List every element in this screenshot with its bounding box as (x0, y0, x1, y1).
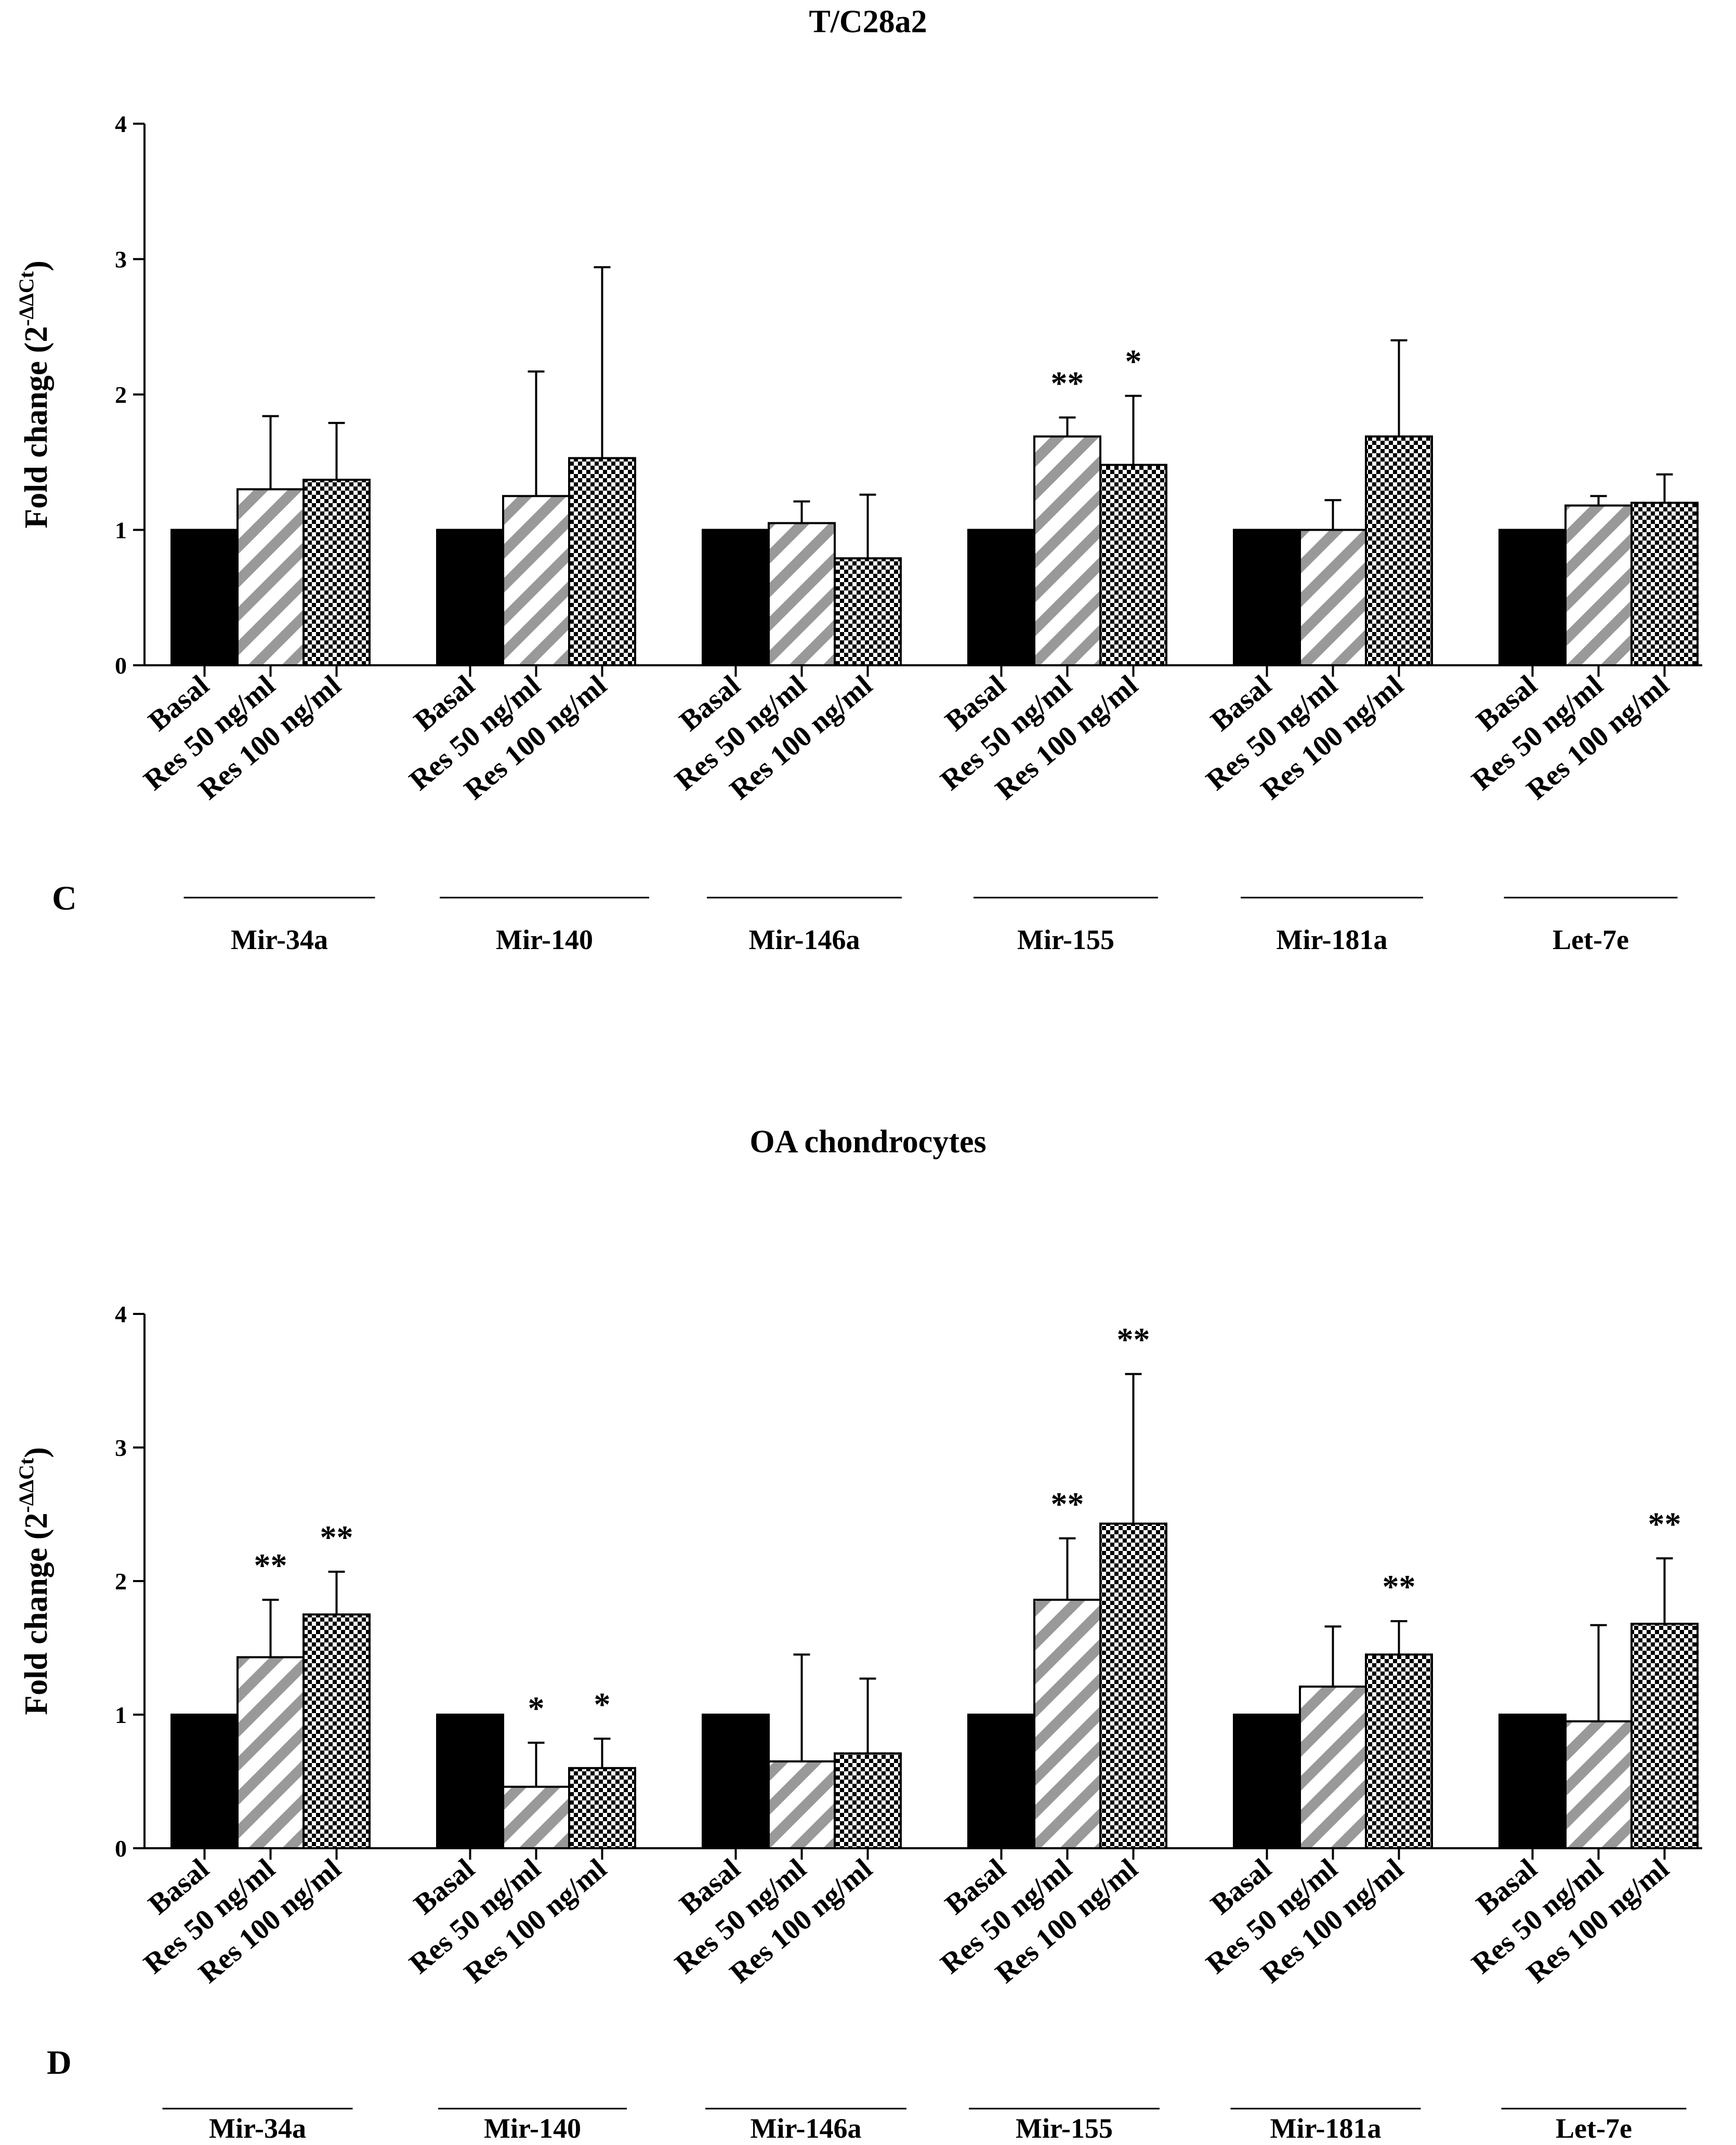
bar-res-50 (1033, 435, 1101, 666)
significance-marker: ** (1051, 1485, 1084, 1522)
bar-res-100 (1099, 1522, 1167, 1849)
bar-res-100 (303, 479, 371, 666)
group-label: Mir-140 (496, 924, 593, 955)
bar-basal (702, 1714, 770, 1849)
y-axis-label-superscript: -ΔΔCt (15, 1457, 38, 1512)
bar-res-100 (568, 1767, 636, 1850)
bar-res-50 (1564, 504, 1633, 666)
significance-marker: ** (1117, 1321, 1150, 1358)
group-label: Let-7e (1556, 2113, 1632, 2144)
bar-group-mir-34a: Basal**Res 50 ng/ml**Res 100 ng/mlMir-34… (138, 1519, 371, 2144)
y-tick-label: 4 (115, 1301, 127, 1327)
y-axis-label-main: Fold change (2 (19, 1513, 54, 1715)
bar-basal (170, 529, 239, 666)
chart-panel-C: T/C28a2 0 1 2 3 4 Fold change (2-ΔΔCt) BasalRes… (15, 4, 1702, 955)
group-label: Let-7e (1553, 924, 1629, 955)
y-axis-label-close: ) (19, 1447, 54, 1458)
significance-marker: ** (1051, 364, 1084, 401)
bar-res-50 (1033, 1598, 1101, 1849)
significance-marker: ** (1648, 1505, 1681, 1542)
bar-group-mir-155: Basal**Res 50 ng/ml**Res 100 ng/mlMir-15… (935, 1321, 1167, 2144)
bar-res-100 (1365, 435, 1433, 666)
y-tick-label: 0 (115, 1835, 127, 1862)
y-axis-label-superscript: -ΔΔCt (15, 271, 38, 326)
bar-res-100 (1630, 1623, 1699, 1849)
significance-marker: ** (254, 1547, 287, 1584)
significance-marker: * (1125, 343, 1142, 380)
bar-basal (436, 1714, 504, 1849)
bar-res-50 (1564, 1720, 1633, 1850)
y-axis-label-close: ) (19, 260, 54, 271)
bar-res-50 (768, 522, 836, 666)
bar-res-100 (303, 1613, 371, 1849)
bar-basal (967, 529, 1035, 666)
bar-res-100 (834, 557, 902, 666)
y-tick-label: 2 (115, 1568, 127, 1595)
bar-basal (170, 1714, 239, 1849)
bar-basal (1233, 1714, 1301, 1849)
group-label: Mir-140 (484, 2113, 581, 2144)
bar-basal (1498, 1714, 1567, 1849)
panel-label: C (52, 879, 77, 917)
y-tick-label: 3 (115, 1435, 127, 1461)
significance-marker: * (528, 1690, 545, 1727)
bar-basal (1233, 529, 1301, 666)
group-label: Mir-181a (1277, 924, 1388, 955)
y-axis-label-main: Fold change (2 (19, 326, 54, 529)
bar-res-50 (236, 1656, 305, 1849)
group-label: Mir-146a (749, 924, 860, 955)
bar-basal (967, 1714, 1035, 1849)
bar-basal (1498, 529, 1567, 666)
bar-res-50 (1299, 529, 1367, 666)
chart-title: OA chondrocytes (749, 1124, 986, 1160)
group-label: Mir-34a (209, 2113, 306, 2144)
group-label: Mir-155 (1016, 2113, 1113, 2144)
chart-title: T/C28a2 (809, 4, 927, 40)
significance-marker: ** (1383, 1568, 1416, 1605)
bar-basal (702, 529, 770, 666)
significance-marker: ** (320, 1519, 353, 1556)
y-tick-label: 2 (115, 381, 127, 408)
y-tick-label: 4 (115, 111, 127, 137)
panel-label: D (47, 2044, 72, 2082)
bar-res-50 (502, 495, 570, 666)
y-axis-label: Fold change (2-ΔΔCt) (15, 260, 54, 529)
bar-res-100 (568, 457, 636, 666)
group-label: Mir-34a (231, 924, 328, 955)
y-tick-label: 1 (115, 517, 127, 544)
group-label: Mir-155 (1017, 924, 1114, 955)
bar-res-50 (1299, 1686, 1367, 1850)
significance-marker: * (594, 1686, 611, 1722)
bar-res-50 (502, 1785, 570, 1850)
group-label: Mir-146a (751, 2113, 862, 2144)
y-axis-label: Fold change (2-ΔΔCt) (15, 1447, 54, 1715)
bar-res-100 (1099, 464, 1167, 667)
chart-panel-D: OA chondrocytes 0 1 2 3 4 Fold change (2-ΔΔCt)… (15, 1124, 1702, 2144)
y-tick-label: 3 (115, 246, 127, 273)
bar-res-100 (834, 1752, 902, 1850)
bar-res-50 (236, 488, 305, 666)
bar-res-50 (768, 1760, 836, 1849)
bar-basal (436, 529, 504, 666)
bar-res-100 (1365, 1653, 1433, 1850)
y-tick-label: 1 (115, 1702, 127, 1728)
group-label: Mir-181a (1270, 2113, 1382, 2144)
bar-res-100 (1630, 502, 1699, 667)
y-tick-label: 0 (115, 652, 127, 679)
